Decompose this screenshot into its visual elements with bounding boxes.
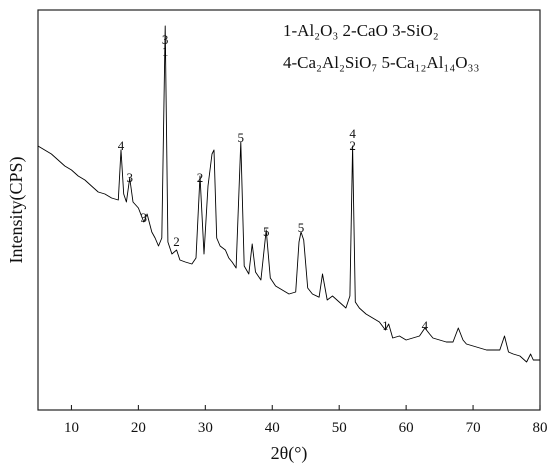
y-axis-title: Intensity(CPS) (6, 156, 27, 263)
peak-label: 2 (349, 138, 356, 153)
x-tick-label: 50 (332, 420, 347, 436)
x-tick-label: 70 (466, 420, 481, 436)
x-tick-label: 30 (198, 420, 213, 436)
x-axis-ticks: 10 20 30 40 50 60 70 80 (64, 405, 548, 436)
x-tick-label: 40 (265, 420, 280, 436)
peak-label: 3 (141, 210, 148, 225)
peak-label: 3 (126, 170, 133, 185)
plot-frame (37, 9, 541, 411)
x-axis-title: 2θ(°) (271, 443, 308, 464)
peak-label: 5 (298, 220, 305, 235)
peak-label: 1 (382, 318, 389, 333)
legend-line-1: 1-Al₂O₃ 2-CaO 3-SiO₂ (283, 21, 439, 40)
peak-label: 2 (173, 234, 180, 249)
legend-line-2: 4-Ca₂Al₂SiO₇ 5-Ca₁₂Al₁₄O₃₃ (283, 53, 479, 72)
x-tick-label: 80 (533, 420, 548, 436)
peak-label: 4 (349, 126, 356, 141)
x-tick-label: 10 (64, 420, 79, 436)
xrd-trace (37, 25, 540, 363)
peak-label: 4 (118, 138, 125, 153)
x-tick-label: 20 (131, 420, 146, 436)
x-tick-label: 60 (399, 420, 414, 436)
peak-label: 4 (422, 318, 429, 333)
peak-label: 5 (238, 130, 245, 145)
